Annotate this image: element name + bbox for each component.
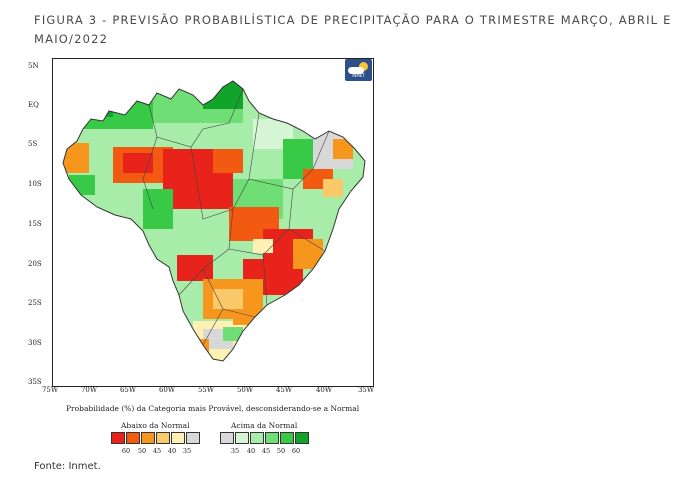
legend-below-value: 50	[137, 447, 147, 455]
y-tick-5s: 5S	[28, 140, 38, 148]
legend-above-value: 60	[291, 447, 301, 455]
legend-above-value: 50	[276, 447, 286, 455]
legend-swatch-below	[126, 432, 140, 444]
y-tick-30s: 30S	[28, 339, 42, 347]
x-tick-35w: 35W	[357, 386, 375, 394]
legend-swatch-above	[235, 432, 249, 444]
legend-swatch-below	[186, 432, 200, 444]
figure-title: FIGURA 3 - PREVISÃO PROBABILÍSTICA DE PR…	[34, 13, 672, 46]
legend-below-value: 35	[182, 447, 192, 455]
x-tick-55w: 55W	[197, 386, 215, 394]
inmet-logo: INMET	[345, 59, 372, 81]
y-tick-15s: 15S	[28, 220, 42, 228]
legend-swatch-above	[265, 432, 279, 444]
sun-icon	[359, 62, 368, 71]
legend-swatch-above	[295, 432, 309, 444]
legend-swatch-below	[171, 432, 185, 444]
brazil-map-svg	[53, 59, 373, 386]
map-caption: Probabilidade (%) da Categoria mais Prov…	[66, 404, 360, 413]
y-tick-5n: 5N	[28, 62, 39, 70]
x-tick-65w: 65W	[119, 386, 137, 394]
x-tick-75w: 75W	[41, 386, 59, 394]
x-tick-50w: 50W	[236, 386, 254, 394]
legend-above-value: 40	[246, 447, 256, 455]
legend-swatch-above	[280, 432, 294, 444]
legend-below-value: 40	[167, 447, 177, 455]
cloud-icon	[348, 67, 364, 74]
logo-text: INMET	[352, 73, 365, 78]
y-tick-35s: 35S	[28, 378, 42, 386]
legend-swatch-below	[156, 432, 170, 444]
legend-above-value: 35	[230, 447, 240, 455]
legend-swatch-above	[250, 432, 264, 444]
legend-swatch-below	[141, 432, 155, 444]
x-tick-45w: 45W	[275, 386, 293, 394]
legend-below-title: Abaixo da Normal	[121, 421, 190, 430]
forecast-map	[52, 58, 374, 387]
legend-above-value: 45	[261, 447, 271, 455]
legend-swatch-below	[111, 432, 125, 444]
legend-swatch-above	[220, 432, 234, 444]
x-tick-40w: 40W	[315, 386, 333, 394]
y-tick-25s: 25S	[28, 299, 42, 307]
y-tick-eq: EQ	[28, 101, 39, 109]
x-tick-70w: 70W	[80, 386, 98, 394]
y-tick-20s: 20S	[28, 260, 42, 268]
x-tick-60w: 60W	[158, 386, 176, 394]
legend-below-value: 45	[152, 447, 162, 455]
y-tick-10s: 10S	[28, 180, 42, 188]
legend-below-value: 60	[121, 447, 131, 455]
legend-above-title: Acima da Normal	[231, 421, 298, 430]
figure-source: Fonte: Inmet.	[34, 461, 101, 472]
